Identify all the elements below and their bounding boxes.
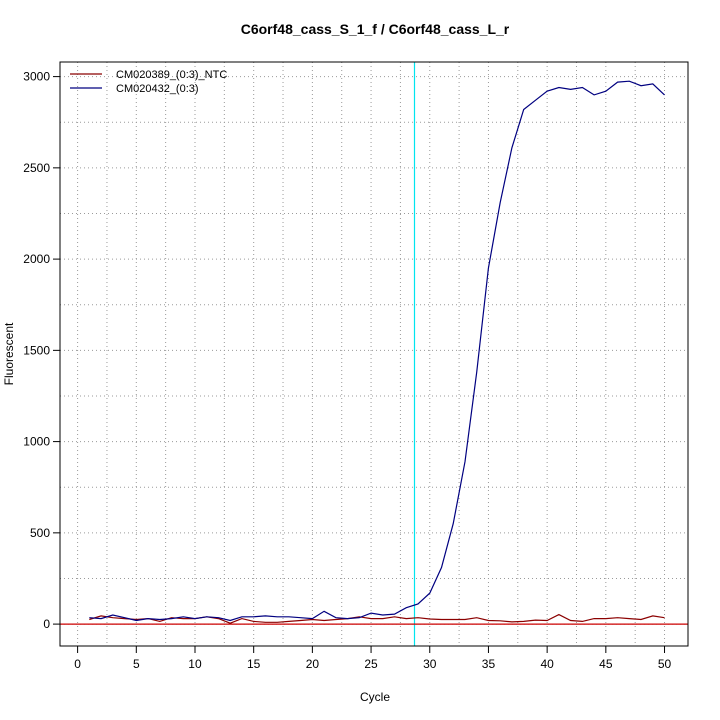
- y-tick-label: 2500: [23, 161, 50, 175]
- y-tick-label: 1000: [23, 435, 50, 449]
- grid-lines: [60, 62, 688, 646]
- x-tick-label: 30: [423, 657, 437, 671]
- y-axis: 0 500 1000 1500 2000 2500 3000: [23, 70, 61, 631]
- x-tick-label: 45: [599, 657, 613, 671]
- x-tick-label: 20: [306, 657, 320, 671]
- series-line-1: [89, 613, 665, 624]
- x-tick-label: 40: [540, 657, 554, 671]
- x-tick-label: 10: [188, 657, 202, 671]
- x-tick-label: 15: [247, 657, 261, 671]
- x-axis: 0 5 10 15 20 25 30 35 40 45 50: [74, 645, 672, 671]
- x-tick-label: 0: [74, 657, 81, 671]
- y-tick-label: 0: [43, 617, 50, 631]
- x-axis-label: Cycle: [360, 690, 390, 704]
- x-tick-label: 35: [482, 657, 496, 671]
- x-tick-label: 50: [658, 657, 672, 671]
- series-layer: [89, 80, 665, 624]
- x-tick-label: 25: [364, 657, 378, 671]
- legend: CM020389_(0:3)_NTC CM020432_(0:3): [70, 69, 227, 95]
- legend-label-1: CM020389_(0:3)_NTC: [116, 69, 227, 81]
- x-tick-label: 5: [133, 657, 140, 671]
- reference-lines: [60, 62, 688, 646]
- y-axis-label: Fluorescent: [2, 322, 16, 385]
- chart-title: C6orf48_cass_S_1_f / C6orf48_cass_L_r: [241, 21, 510, 37]
- series-line-2: [89, 80, 665, 622]
- y-tick-label: 500: [30, 526, 50, 540]
- y-tick-label: 2000: [23, 252, 50, 266]
- legend-label-2: CM020432_(0:3): [116, 83, 199, 95]
- y-tick-label: 1500: [23, 343, 50, 357]
- y-tick-label: 3000: [23, 70, 50, 84]
